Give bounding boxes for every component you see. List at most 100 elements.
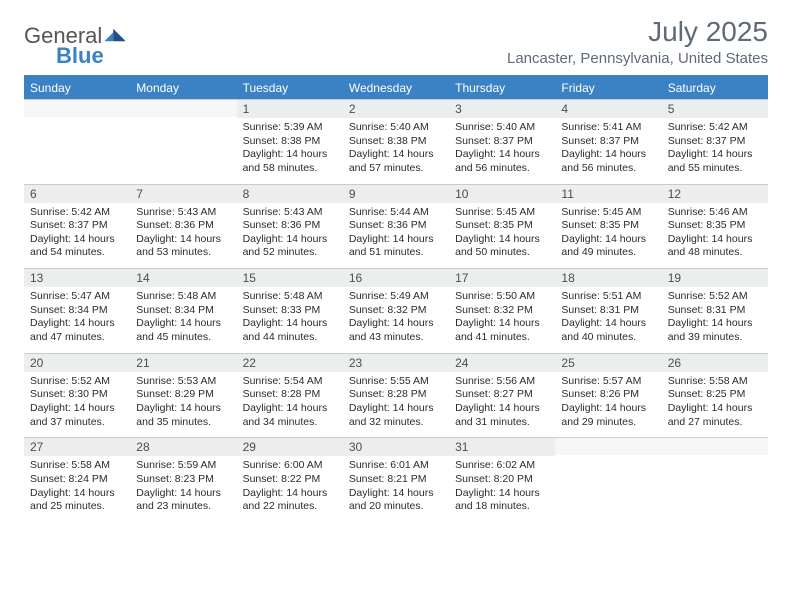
day-cell: 5Sunrise: 5:42 AMSunset: 8:37 PMDaylight… bbox=[662, 99, 768, 184]
sunset-text: Sunset: 8:32 PM bbox=[455, 304, 549, 318]
day-body bbox=[662, 455, 768, 519]
daylight-text: Daylight: 14 hours and 37 minutes. bbox=[30, 402, 124, 429]
day-number bbox=[662, 437, 768, 455]
day-body: Sunrise: 5:59 AMSunset: 8:23 PMDaylight:… bbox=[130, 456, 236, 522]
day-cell: 4Sunrise: 5:41 AMSunset: 8:37 PMDaylight… bbox=[555, 99, 661, 184]
sunrise-text: Sunrise: 6:00 AM bbox=[243, 459, 337, 473]
sunrise-text: Sunrise: 5:48 AM bbox=[243, 290, 337, 304]
day-cell: 10Sunrise: 5:45 AMSunset: 8:35 PMDayligh… bbox=[449, 184, 555, 269]
sunset-text: Sunset: 8:27 PM bbox=[455, 388, 549, 402]
day-body: Sunrise: 5:56 AMSunset: 8:27 PMDaylight:… bbox=[449, 372, 555, 438]
day-number: 30 bbox=[343, 437, 449, 456]
day-cell: 22Sunrise: 5:54 AMSunset: 8:28 PMDayligh… bbox=[237, 353, 343, 438]
day-cell: 21Sunrise: 5:53 AMSunset: 8:29 PMDayligh… bbox=[130, 353, 236, 438]
sunrise-text: Sunrise: 5:58 AM bbox=[668, 375, 762, 389]
day-body: Sunrise: 5:54 AMSunset: 8:28 PMDaylight:… bbox=[237, 372, 343, 438]
day-cell: 24Sunrise: 5:56 AMSunset: 8:27 PMDayligh… bbox=[449, 353, 555, 438]
daylight-text: Daylight: 14 hours and 44 minutes. bbox=[243, 317, 337, 344]
daylight-text: Daylight: 14 hours and 23 minutes. bbox=[136, 487, 230, 514]
day-body: Sunrise: 5:48 AMSunset: 8:34 PMDaylight:… bbox=[130, 287, 236, 353]
day-cell: 11Sunrise: 5:45 AMSunset: 8:35 PMDayligh… bbox=[555, 184, 661, 269]
sunrise-text: Sunrise: 5:55 AM bbox=[349, 375, 443, 389]
day-body bbox=[555, 455, 661, 519]
day-number: 26 bbox=[662, 353, 768, 372]
day-cell: 8Sunrise: 5:43 AMSunset: 8:36 PMDaylight… bbox=[237, 184, 343, 269]
daylight-text: Daylight: 14 hours and 51 minutes. bbox=[349, 233, 443, 260]
sunset-text: Sunset: 8:34 PM bbox=[30, 304, 124, 318]
sunset-text: Sunset: 8:36 PM bbox=[136, 219, 230, 233]
daylight-text: Daylight: 14 hours and 34 minutes. bbox=[243, 402, 337, 429]
sunrise-text: Sunrise: 5:46 AM bbox=[668, 206, 762, 220]
daylight-text: Daylight: 14 hours and 32 minutes. bbox=[349, 402, 443, 429]
day-cell: 1Sunrise: 5:39 AMSunset: 8:38 PMDaylight… bbox=[237, 99, 343, 184]
day-number: 22 bbox=[237, 353, 343, 372]
day-cell: 19Sunrise: 5:52 AMSunset: 8:31 PMDayligh… bbox=[662, 268, 768, 353]
day-number: 21 bbox=[130, 353, 236, 372]
day-cell: 13Sunrise: 5:47 AMSunset: 8:34 PMDayligh… bbox=[24, 268, 130, 353]
day-body: Sunrise: 5:45 AMSunset: 8:35 PMDaylight:… bbox=[449, 203, 555, 269]
day-number: 6 bbox=[24, 184, 130, 203]
day-body: Sunrise: 6:02 AMSunset: 8:20 PMDaylight:… bbox=[449, 456, 555, 522]
day-cell: 16Sunrise: 5:49 AMSunset: 8:32 PMDayligh… bbox=[343, 268, 449, 353]
daylight-text: Daylight: 14 hours and 50 minutes. bbox=[455, 233, 549, 260]
calendar-page: GeneralBlue July 2025 Lancaster, Pennsyl… bbox=[0, 0, 792, 534]
day-cell: 27Sunrise: 5:58 AMSunset: 8:24 PMDayligh… bbox=[24, 437, 130, 522]
daylight-text: Daylight: 14 hours and 25 minutes. bbox=[30, 487, 124, 514]
day-number: 28 bbox=[130, 437, 236, 456]
daylight-text: Daylight: 14 hours and 27 minutes. bbox=[668, 402, 762, 429]
day-cell bbox=[662, 437, 768, 522]
daylight-text: Daylight: 14 hours and 49 minutes. bbox=[561, 233, 655, 260]
sunset-text: Sunset: 8:22 PM bbox=[243, 473, 337, 487]
day-number: 8 bbox=[237, 184, 343, 203]
day-body: Sunrise: 5:53 AMSunset: 8:29 PMDaylight:… bbox=[130, 372, 236, 438]
day-header-friday: Friday bbox=[555, 77, 661, 99]
day-number: 15 bbox=[237, 268, 343, 287]
day-cell: 25Sunrise: 5:57 AMSunset: 8:26 PMDayligh… bbox=[555, 353, 661, 438]
daylight-text: Daylight: 14 hours and 58 minutes. bbox=[243, 148, 337, 175]
day-cell: 2Sunrise: 5:40 AMSunset: 8:38 PMDaylight… bbox=[343, 99, 449, 184]
day-body: Sunrise: 5:42 AMSunset: 8:37 PMDaylight:… bbox=[662, 118, 768, 184]
sunset-text: Sunset: 8:36 PM bbox=[243, 219, 337, 233]
daylight-text: Daylight: 14 hours and 45 minutes. bbox=[136, 317, 230, 344]
day-header-monday: Monday bbox=[130, 77, 236, 99]
day-body: Sunrise: 5:49 AMSunset: 8:32 PMDaylight:… bbox=[343, 287, 449, 353]
sunset-text: Sunset: 8:37 PM bbox=[30, 219, 124, 233]
day-number: 7 bbox=[130, 184, 236, 203]
day-cell: 17Sunrise: 5:50 AMSunset: 8:32 PMDayligh… bbox=[449, 268, 555, 353]
day-number: 13 bbox=[24, 268, 130, 287]
day-cell: 18Sunrise: 5:51 AMSunset: 8:31 PMDayligh… bbox=[555, 268, 661, 353]
day-cell: 15Sunrise: 5:48 AMSunset: 8:33 PMDayligh… bbox=[237, 268, 343, 353]
day-number: 1 bbox=[237, 99, 343, 118]
day-header-saturday: Saturday bbox=[662, 77, 768, 99]
day-number: 9 bbox=[343, 184, 449, 203]
sunrise-text: Sunrise: 5:43 AM bbox=[136, 206, 230, 220]
logo-mark-icon bbox=[104, 25, 126, 47]
title-block: July 2025 Lancaster, Pennsylvania, Unite… bbox=[507, 16, 768, 67]
daylight-text: Daylight: 14 hours and 43 minutes. bbox=[349, 317, 443, 344]
day-body bbox=[24, 117, 130, 181]
sunrise-text: Sunrise: 5:56 AM bbox=[455, 375, 549, 389]
day-cell: 26Sunrise: 5:58 AMSunset: 8:25 PMDayligh… bbox=[662, 353, 768, 438]
day-header-wednesday: Wednesday bbox=[343, 77, 449, 99]
day-body: Sunrise: 5:40 AMSunset: 8:38 PMDaylight:… bbox=[343, 118, 449, 184]
daylight-text: Daylight: 14 hours and 55 minutes. bbox=[668, 148, 762, 175]
day-body: Sunrise: 5:41 AMSunset: 8:37 PMDaylight:… bbox=[555, 118, 661, 184]
sunset-text: Sunset: 8:37 PM bbox=[455, 135, 549, 149]
day-body: Sunrise: 5:40 AMSunset: 8:37 PMDaylight:… bbox=[449, 118, 555, 184]
sunrise-text: Sunrise: 5:48 AM bbox=[136, 290, 230, 304]
day-cell: 31Sunrise: 6:02 AMSunset: 8:20 PMDayligh… bbox=[449, 437, 555, 522]
sunset-text: Sunset: 8:35 PM bbox=[455, 219, 549, 233]
daylight-text: Daylight: 14 hours and 54 minutes. bbox=[30, 233, 124, 260]
sunset-text: Sunset: 8:37 PM bbox=[561, 135, 655, 149]
day-cell: 3Sunrise: 5:40 AMSunset: 8:37 PMDaylight… bbox=[449, 99, 555, 184]
day-body: Sunrise: 5:52 AMSunset: 8:30 PMDaylight:… bbox=[24, 372, 130, 438]
sunset-text: Sunset: 8:38 PM bbox=[349, 135, 443, 149]
day-number: 27 bbox=[24, 437, 130, 456]
sunrise-text: Sunrise: 5:52 AM bbox=[30, 375, 124, 389]
daylight-text: Daylight: 14 hours and 48 minutes. bbox=[668, 233, 762, 260]
daylight-text: Daylight: 14 hours and 56 minutes. bbox=[561, 148, 655, 175]
sunrise-text: Sunrise: 5:45 AM bbox=[561, 206, 655, 220]
week-row: 27Sunrise: 5:58 AMSunset: 8:24 PMDayligh… bbox=[24, 437, 768, 522]
sunrise-text: Sunrise: 5:50 AM bbox=[455, 290, 549, 304]
day-number: 29 bbox=[237, 437, 343, 456]
